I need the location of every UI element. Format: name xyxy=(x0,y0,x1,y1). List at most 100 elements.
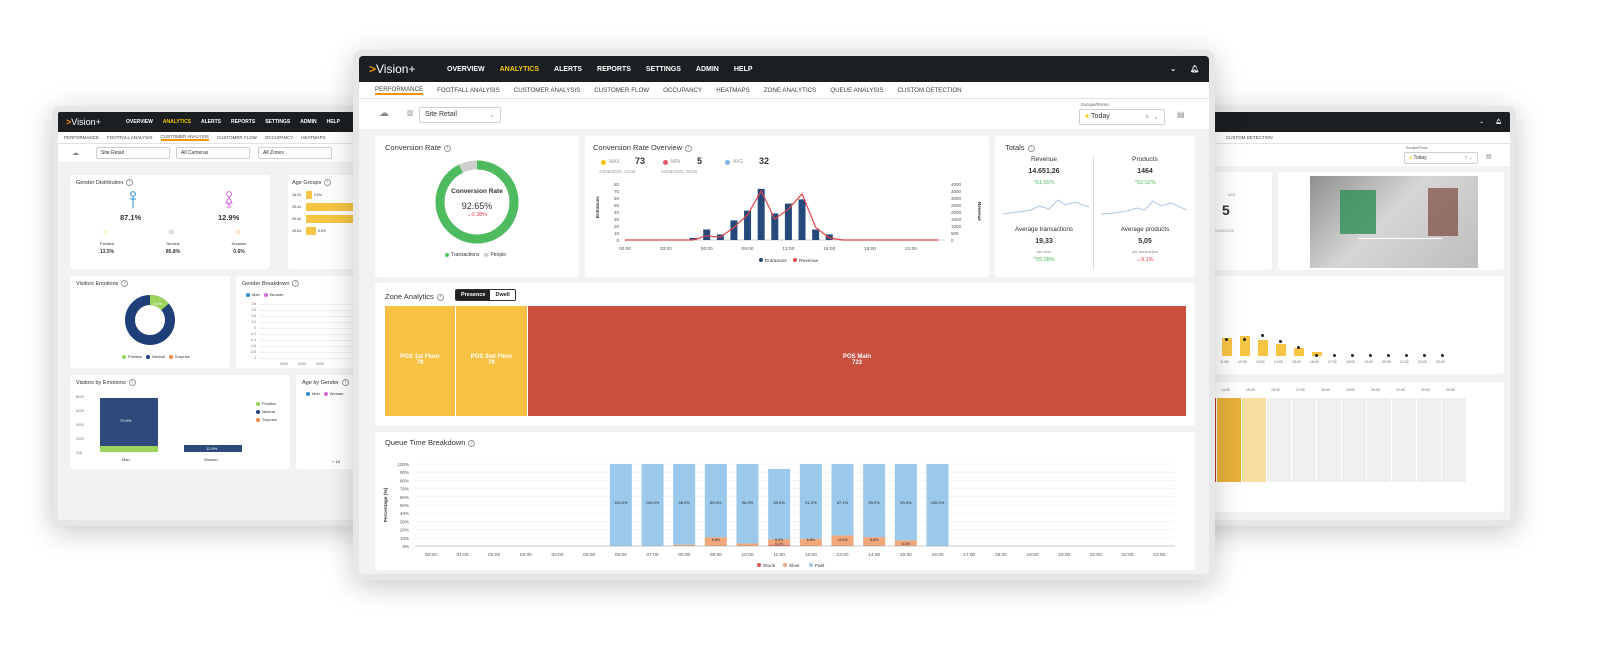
queue-bar-slow[interactable] xyxy=(736,543,759,546)
info-icon[interactable]: i xyxy=(1027,144,1035,152)
queue-bar-fast[interactable] xyxy=(894,464,917,541)
legend-label[interactable]: Revenue xyxy=(799,258,819,264)
queue-bar-fast[interactable] xyxy=(609,464,632,546)
toggle-presence[interactable]: Presence xyxy=(456,290,491,300)
bell-icon[interactable]: 🔔︎ xyxy=(1495,119,1502,125)
bell-icon[interactable]: 🔔︎ xyxy=(1190,66,1199,73)
entrances-bar[interactable] xyxy=(771,213,779,240)
queue-bar-fast[interactable] xyxy=(926,464,949,546)
nav-reports[interactable]: REPORTS xyxy=(597,65,631,73)
nav-settings[interactable]: SETTINGS xyxy=(265,119,291,125)
nav-admin[interactable]: ADMIN xyxy=(300,119,317,125)
camera-feed-image[interactable] xyxy=(1310,176,1478,268)
tab-heatmaps[interactable]: HEATMAPS xyxy=(301,135,326,140)
entrances-bar[interactable] xyxy=(798,199,806,240)
queue-bar-fast[interactable] xyxy=(768,468,791,540)
queue-bar-slow[interactable] xyxy=(704,537,727,546)
right-period-select[interactable]: ● Today × ⌄ xyxy=(1404,152,1478,164)
queue-bar-slow[interactable] xyxy=(673,544,696,546)
tab-occupancy[interactable]: OCCUPANCY xyxy=(264,135,294,140)
nav-alerts[interactable]: ALERTS xyxy=(201,119,222,125)
queue-bar-slow[interactable] xyxy=(831,535,854,546)
nav-overview[interactable]: OVERVIEW xyxy=(447,65,485,73)
info-icon[interactable]: i xyxy=(128,379,136,386)
zone-block-pos-2nd-floor[interactable]: POS 2nd Floor 79 xyxy=(456,306,527,416)
entrances-bar[interactable] xyxy=(730,220,738,240)
zone-block-pos-main[interactable]: POS Main 723 xyxy=(528,306,1186,416)
queue-bar-slow[interactable] xyxy=(768,539,791,545)
tab-heatmaps[interactable]: HEATMAPS xyxy=(716,86,750,94)
legend-item[interactable]: Positive xyxy=(122,354,142,359)
queue-bar-slow[interactable] xyxy=(799,538,822,546)
legend-item[interactable]: Woman xyxy=(263,292,284,297)
nav-settings[interactable]: SETTINGS xyxy=(645,65,681,73)
nav-help[interactable]: HELP xyxy=(326,119,340,125)
legend-label[interactable]: Fast xyxy=(815,563,825,569)
left-zones-select[interactable]: All Zones xyxy=(258,147,332,159)
tab-performance[interactable]: PERFORMANCE xyxy=(64,135,100,140)
left-logo[interactable]: > Vision+ xyxy=(66,117,126,127)
legend-item[interactable]: Surprise xyxy=(256,416,277,424)
weather-icon[interactable]: ☁ xyxy=(379,108,389,119)
main-period-select[interactable]: ● Today × ⌄ xyxy=(1079,109,1165,125)
queue-bar-fast[interactable] xyxy=(799,464,822,539)
queue-bar-stuck[interactable] xyxy=(768,544,791,546)
legend-item[interactable]: Transactions xyxy=(445,252,479,258)
tab-customer-flow[interactable]: CUSTOMER FLOW xyxy=(216,135,257,140)
main-logo[interactable]: > Vision+ xyxy=(369,62,447,76)
legend-item[interactable]: Man xyxy=(306,391,320,396)
entrances-bar[interactable] xyxy=(757,188,765,240)
info-icon[interactable]: i xyxy=(436,293,444,301)
info-icon[interactable]: i xyxy=(685,144,693,152)
weather-icon[interactable]: ☁ xyxy=(72,150,79,157)
main-site-select[interactable]: Site Retail ⌄ xyxy=(419,107,501,123)
legend-label[interactable]: Stuck xyxy=(763,563,776,569)
info-icon[interactable]: i xyxy=(468,439,476,447)
info-icon[interactable]: i xyxy=(121,280,129,287)
legend-item[interactable]: Woman xyxy=(323,391,344,396)
info-icon[interactable]: i xyxy=(443,144,451,152)
nav-analytics[interactable]: ANALYTICS xyxy=(162,119,192,125)
info-icon[interactable]: i xyxy=(342,379,349,386)
tab-customer-flow[interactable]: CUSTOMER FLOW xyxy=(594,86,650,94)
queue-bar-fast[interactable] xyxy=(736,464,759,544)
nav-overview[interactable]: OVERVIEW xyxy=(126,119,153,125)
toggle-dwell[interactable]: Dwell xyxy=(490,290,515,300)
chevron-down-icon[interactable]: ⌄ xyxy=(1479,119,1484,125)
tab-performance[interactable]: PERFORMANCE xyxy=(375,85,424,95)
tab-custom-detection[interactable]: CUSTOM DETECTION xyxy=(1226,135,1273,140)
tab-customer-analysis[interactable]: CUSTOMER ANALYSIS xyxy=(160,134,209,141)
queue-bar-fast[interactable] xyxy=(641,464,664,546)
legend-label[interactable]: Entrances xyxy=(765,258,787,264)
left-cameras-select[interactable]: All Cameras xyxy=(176,147,250,159)
tab-footfall-analysis[interactable]: FOOTFALL ANALYSIS xyxy=(437,86,500,94)
entrances-bar[interactable] xyxy=(689,237,697,240)
legend-item[interactable]: People xyxy=(484,252,506,258)
tab-custom-detection[interactable]: CUSTOM DETECTION xyxy=(897,86,962,94)
tab-queue-analysis[interactable]: QUEUE ANALYSIS xyxy=(830,86,884,94)
tab-occupancy[interactable]: OCCUPANCY xyxy=(663,86,703,94)
calendar-icon[interactable]: ▤ xyxy=(1486,154,1492,160)
entrances-bar[interactable] xyxy=(784,203,792,240)
tab-customer-analysis[interactable]: CUSTOMER ANALYSIS xyxy=(513,86,581,94)
nav-admin[interactable]: ADMIN xyxy=(695,65,719,73)
queue-bar-fast[interactable] xyxy=(831,464,854,536)
legend-item[interactable]: Surprise xyxy=(168,354,190,359)
entrances-bar[interactable] xyxy=(703,229,711,241)
queue-bar-slow[interactable] xyxy=(863,537,886,546)
entrances-bar[interactable] xyxy=(744,210,752,240)
nav-help[interactable]: HELP xyxy=(733,65,753,73)
nav-analytics[interactable]: ANALYTICS xyxy=(499,65,540,73)
tab-footfall-analysis[interactable]: FOOTFALL ANALYSIS xyxy=(107,135,153,140)
legend-item[interactable]: Man xyxy=(246,292,260,297)
calendar-icon[interactable]: ▤ xyxy=(1177,110,1185,119)
tab-zone-analytics[interactable]: ZONE ANALYTICS xyxy=(763,86,817,94)
nav-reports[interactable]: REPORTS xyxy=(231,119,256,125)
chevron-down-icon[interactable]: ⌄ xyxy=(1170,66,1177,73)
left-site-select[interactable]: Site Retail xyxy=(96,147,170,159)
entrances-bar[interactable] xyxy=(812,229,820,241)
legend-item[interactable]: Neutral xyxy=(146,354,165,359)
info-icon[interactable]: i xyxy=(292,280,300,287)
info-icon[interactable]: i xyxy=(324,179,332,186)
queue-bar-fast[interactable] xyxy=(704,464,727,538)
